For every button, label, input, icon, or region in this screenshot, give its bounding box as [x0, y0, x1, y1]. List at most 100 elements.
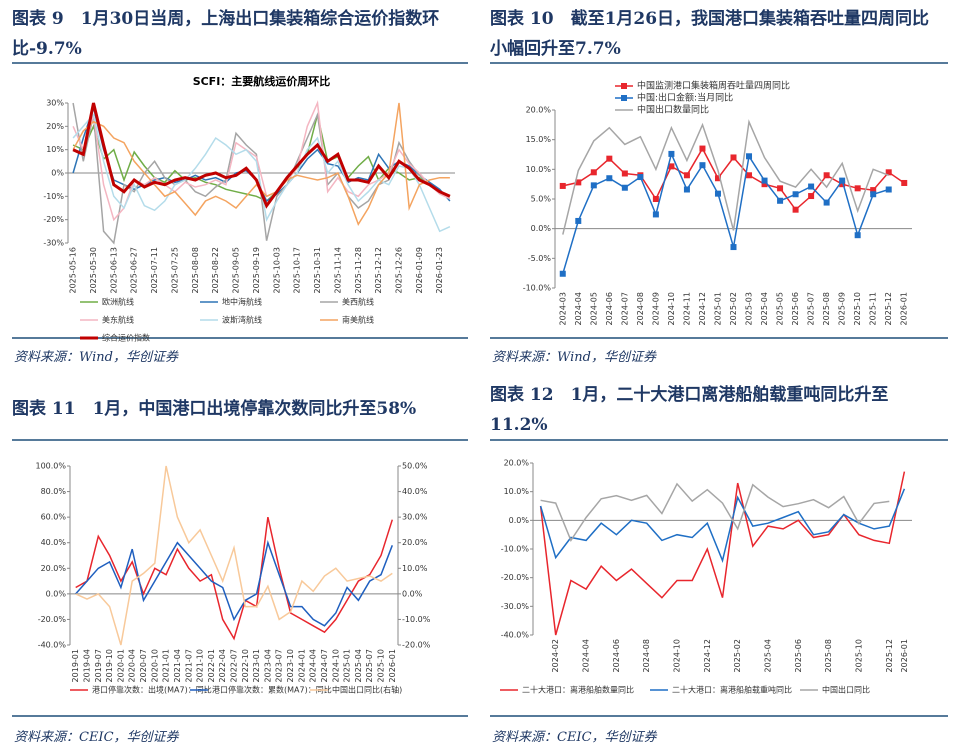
point-marker	[901, 179, 908, 186]
series-line	[540, 482, 890, 542]
y2-tick-label: 10.0%	[402, 564, 428, 573]
legend-label: 南美航线	[342, 315, 374, 325]
point-marker	[590, 169, 597, 176]
point-marker	[746, 153, 753, 160]
x-tick-label: 2023-04	[263, 649, 272, 682]
series-line	[72, 102, 451, 209]
y-tick-label: -5.0%	[528, 254, 552, 263]
series-line	[75, 539, 394, 627]
x-tick-label: 2025-07	[807, 292, 816, 325]
source-note: 资料来源：Wind，华创证券	[14, 350, 178, 365]
x-tick-label: 2019-04	[82, 649, 91, 682]
x-tick-label: 2023-10	[286, 649, 295, 682]
x-tick-label: 2026-01-09	[415, 247, 424, 294]
point-marker	[559, 182, 566, 189]
point-marker	[870, 191, 877, 198]
series-line	[75, 516, 394, 641]
x-tick-label: 2024-07	[620, 292, 629, 325]
x-tick-label: 2025-09-05	[232, 247, 241, 293]
x-tick-label: 2024-12	[703, 639, 712, 672]
x-tick-label: 2025-04	[763, 639, 772, 672]
x-tick-label: 2019-01	[71, 649, 80, 682]
x-tick-label: 2025-12-26	[394, 247, 403, 294]
y-tick-label: 30%	[46, 99, 64, 108]
x-tick-label: 2025-07-25	[170, 247, 179, 294]
x-tick-label: 2024-07	[320, 649, 329, 682]
point-marker	[870, 187, 877, 194]
y-tick-label: 60.0%	[41, 513, 67, 522]
legend-label: 港口停靠次数：出境(MA7)：同比	[92, 685, 212, 695]
x-tick-label: 2025-12	[885, 639, 894, 672]
y-tick-label: 5.0%	[531, 195, 552, 204]
point-marker	[808, 183, 815, 190]
series-line	[539, 488, 906, 563]
y-tick-label: -20.0%	[501, 573, 530, 582]
y-tick-label: -30%	[43, 239, 64, 248]
point-marker	[621, 184, 628, 191]
x-tick-label: 2025-07-11	[150, 247, 159, 294]
x-tick-label: 2021-04	[173, 649, 182, 682]
point-marker	[730, 244, 737, 251]
point-marker	[606, 175, 613, 182]
x-tick-label: 2025-10	[854, 639, 863, 672]
figure-heading: 图表 11 1月，中国港口出境停靠次数同比升至58%	[12, 399, 417, 419]
point-marker	[683, 186, 690, 193]
x-tick-label: 2019-10	[105, 649, 114, 682]
point-marker	[854, 232, 861, 239]
y2-tick-label: 30.0%	[402, 513, 428, 522]
point-marker	[746, 172, 753, 179]
legend-label: 中国出口数量同比	[637, 104, 709, 116]
point-marker	[606, 155, 613, 162]
point-marker	[777, 197, 784, 204]
x-tick-label: 2026-01	[388, 649, 397, 682]
x-tick-label: 2025-08	[822, 292, 831, 325]
x-tick-label: 2022-01	[207, 649, 216, 682]
y2-tick-label: -10.0%	[402, 615, 431, 624]
x-tick-label: 2025-06-27	[130, 247, 139, 294]
y-tick-label: -10.0%	[523, 284, 552, 293]
x-tick-label: 2024-03	[558, 292, 567, 325]
point-marker	[792, 191, 799, 198]
x-tick-label: 2024-04	[309, 649, 318, 682]
x-tick-label: 2024-08	[636, 292, 645, 325]
x-tick-label: 2025-08-22	[211, 247, 220, 294]
point-marker	[699, 145, 706, 152]
legend-label: 地中海航线	[222, 297, 262, 307]
y2-tick-label: -20.0%	[402, 641, 431, 650]
source-note: 资料来源：CEIC，华创证券	[492, 730, 657, 745]
point-marker	[652, 211, 659, 218]
point-marker	[621, 170, 628, 177]
y-tick-label: 15.0%	[526, 135, 552, 144]
x-tick-label: 2022-04	[218, 649, 227, 682]
y2-tick-label: 0.0%	[402, 589, 423, 598]
point-marker	[777, 185, 784, 192]
x-tick-label: 2021-01	[162, 649, 171, 682]
x-tick-label: 2024-04	[574, 292, 583, 325]
point-marker	[699, 162, 706, 169]
y-tick-label: 80.0%	[41, 487, 67, 496]
chart-title: SCFI：主要航线运价周环比	[193, 74, 331, 88]
y-tick-label: 100.0%	[35, 462, 66, 471]
x-tick-label: 2025-08-08	[191, 247, 200, 294]
x-tick-label: 2025-05	[776, 292, 785, 325]
x-tick-label: 2025-12-12	[374, 247, 383, 294]
point-marker	[730, 154, 737, 161]
x-tick-label: 2025-08	[824, 639, 833, 672]
y-tick-label: 0.0%	[531, 224, 552, 233]
x-tick-label: 2021-07	[184, 649, 193, 682]
point-marker	[823, 199, 830, 206]
x-tick-label: 2022-07	[230, 649, 239, 682]
y-tick-label: 0.0%	[46, 589, 67, 598]
y2-tick-label: 20.0%	[402, 538, 428, 547]
point-marker	[854, 185, 861, 192]
y-tick-label: -20%	[43, 215, 64, 224]
source-note: 资料来源：Wind，华创证券	[492, 350, 656, 365]
series-line	[562, 151, 889, 275]
x-tick-label: 2023-01	[252, 649, 261, 682]
x-tick-label: 2025-06	[794, 639, 803, 672]
legend-label: 二十大港口：离港船舶数量同比	[522, 685, 634, 695]
point-marker	[839, 181, 846, 188]
x-tick-label: 2024-06	[605, 292, 614, 325]
